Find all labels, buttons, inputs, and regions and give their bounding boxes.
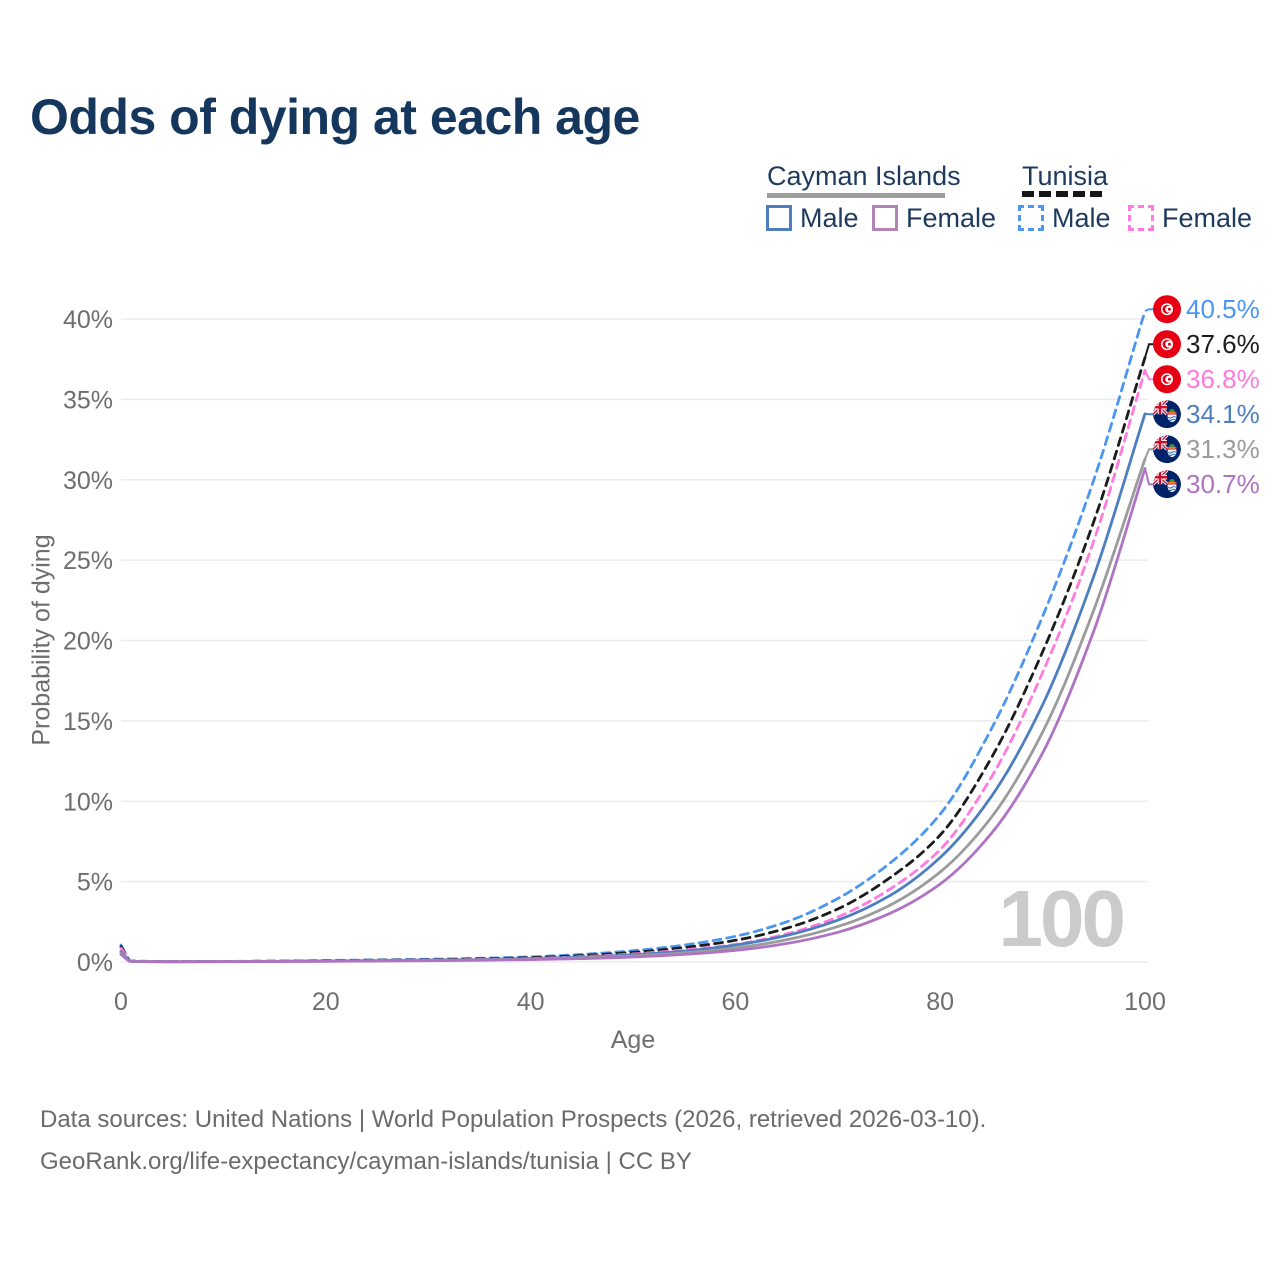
page-title: Odds of dying at each age bbox=[30, 89, 640, 145]
tunisia-underline bbox=[1022, 191, 1102, 197]
x-tick-label: 100 bbox=[1124, 988, 1166, 1016]
cayman-female-swatch-icon[interactable] bbox=[872, 205, 898, 231]
x-tick-label: 20 bbox=[312, 988, 340, 1016]
end-value-label: 31.3% bbox=[1186, 434, 1260, 464]
gridlines bbox=[121, 318, 1148, 963]
end-value-label: 30.7% bbox=[1186, 469, 1260, 499]
series-curves bbox=[119, 309, 1147, 964]
y-tick-label: 10% bbox=[63, 788, 113, 816]
footer-data-sources: Data sources: United Nations | World Pop… bbox=[40, 1106, 987, 1133]
tunisia-flag-icon bbox=[1153, 295, 1181, 324]
x-axis-title: Age bbox=[610, 1026, 656, 1054]
cayman-male-swatch-icon[interactable] bbox=[766, 205, 792, 231]
y-tick-label: 15% bbox=[63, 708, 113, 736]
x-tick-label: 0 bbox=[114, 988, 128, 1016]
series-line-cayman-islands-both-sexes[interactable] bbox=[119, 457, 1147, 964]
y-axis-tick-labels: 0% 5% 10% 15% 20% 25% 30% 35% 40% bbox=[63, 306, 113, 977]
series-line-tunisia-both-sexes[interactable] bbox=[119, 356, 1147, 963]
cayman-islands-flag-icon bbox=[1153, 435, 1181, 463]
y-tick-label: 0% bbox=[77, 949, 113, 977]
x-tick-label: 80 bbox=[926, 988, 954, 1016]
series-line-tunisia-female[interactable] bbox=[119, 369, 1147, 963]
footer-attribution-url: GeoRank.org/life-expectancy/cayman-islan… bbox=[40, 1148, 692, 1175]
leader-line bbox=[1144, 448, 1153, 460]
cayman-islands-flag-icon bbox=[1153, 470, 1181, 498]
tunisia-male-legend-label[interactable]: Male bbox=[1052, 203, 1111, 233]
y-tick-label: 35% bbox=[63, 386, 113, 414]
tunisia-female-legend-label[interactable]: Female bbox=[1162, 203, 1253, 233]
y-tick-label: 30% bbox=[63, 467, 113, 495]
leader-line bbox=[1144, 343, 1153, 358]
legend-group-tunisia[interactable]: Tunisia bbox=[1022, 161, 1109, 191]
end-value-label: 37.6% bbox=[1186, 329, 1260, 359]
series-line-cayman-islands-female[interactable] bbox=[119, 467, 1147, 964]
leader-line bbox=[1144, 468, 1153, 486]
end-value-label: 34.1% bbox=[1186, 399, 1260, 429]
cayman-male-legend-label[interactable]: Male bbox=[800, 203, 859, 233]
y-tick-label: 5% bbox=[77, 869, 113, 897]
tunisia-flag-icon bbox=[1153, 365, 1181, 394]
legend-group-cayman-islands[interactable]: Cayman Islands bbox=[767, 161, 961, 191]
cayman-female-legend-label[interactable]: Female bbox=[906, 203, 997, 233]
series-line-tunisia-male[interactable] bbox=[119, 309, 1147, 963]
x-tick-label: 60 bbox=[721, 988, 749, 1016]
leader-line bbox=[1144, 369, 1153, 381]
y-tick-label: 40% bbox=[63, 306, 113, 334]
end-value-label: 40.5% bbox=[1186, 294, 1260, 324]
cayman-islands-flag-icon bbox=[1153, 400, 1181, 428]
end-value-label: 36.8% bbox=[1186, 364, 1260, 394]
cayman-islands-underline bbox=[767, 193, 945, 198]
y-tick-label: 25% bbox=[63, 547, 113, 575]
age-counter-watermark: 100 bbox=[999, 874, 1124, 963]
x-tick-label: 40 bbox=[517, 988, 545, 1016]
tunisia-flag-icon bbox=[1153, 330, 1181, 359]
y-tick-label: 20% bbox=[63, 628, 113, 656]
x-axis-tick-labels: 0 20 40 60 80 100 bbox=[114, 988, 1166, 1016]
leader-line bbox=[1144, 308, 1153, 312]
tunisia-male-swatch-icon[interactable] bbox=[1018, 205, 1044, 231]
tunisia-female-swatch-icon[interactable] bbox=[1128, 205, 1154, 231]
series-end-labels: 40.5% 37.6% 36.8% 34.1% 31.3% 30.7% bbox=[1144, 294, 1260, 499]
series-line-cayman-islands-male[interactable] bbox=[119, 412, 1147, 964]
